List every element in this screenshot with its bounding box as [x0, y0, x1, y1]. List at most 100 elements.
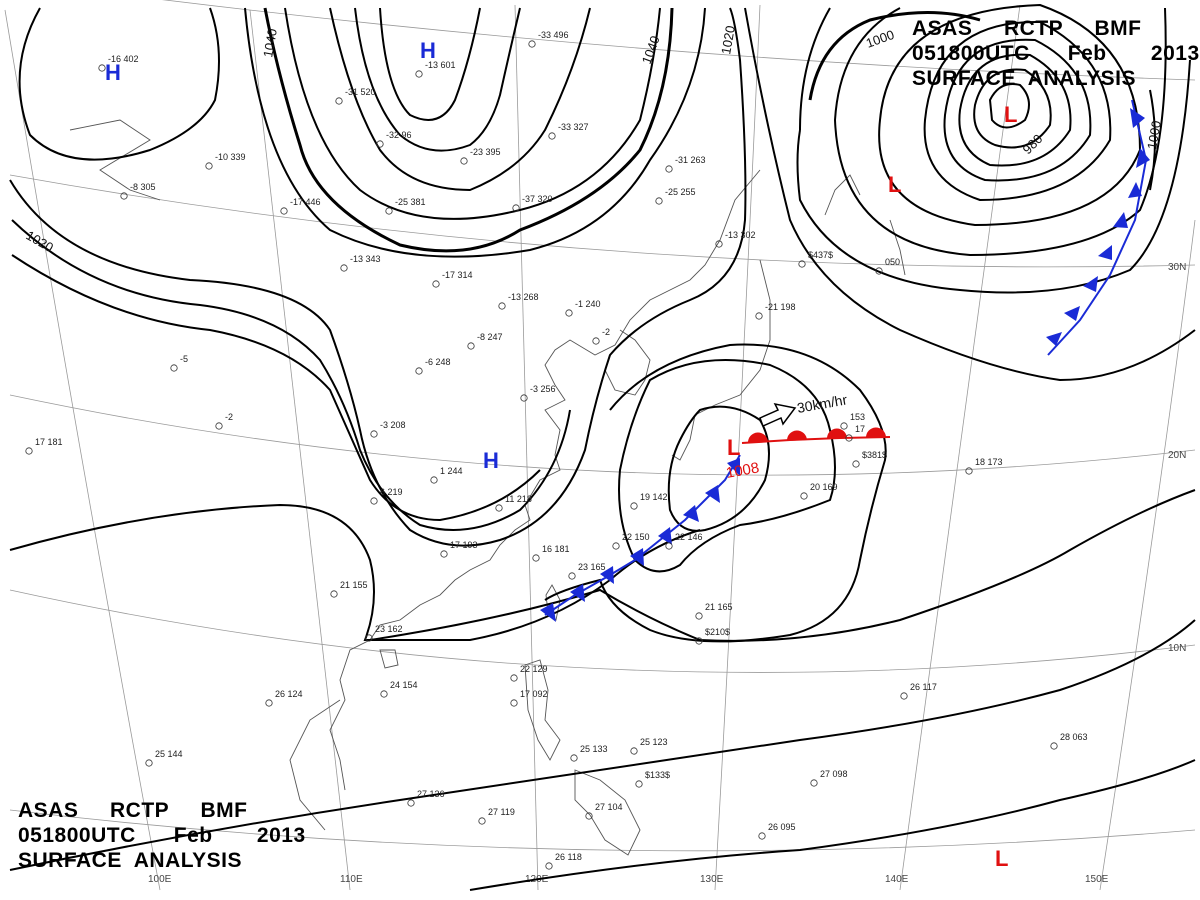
station-obs-label: 25 123	[640, 737, 668, 747]
station-circle-icon	[98, 64, 106, 72]
station-obs-label: $133$	[645, 770, 670, 780]
isobar-low-ring-1	[988, 83, 1030, 129]
isobar-1020-inner	[11, 219, 571, 531]
title-line-2: 051800UTC Feb 2013	[18, 824, 306, 847]
station-circle-icon	[145, 759, 153, 767]
low-symbol-japan: L	[727, 435, 740, 460]
station-obs-label: 17 193	[450, 540, 478, 550]
station-circle-icon	[570, 754, 578, 762]
station-circle-icon	[430, 476, 438, 484]
station-obs-label: 17 181	[35, 437, 63, 447]
coastline-japan	[671, 259, 771, 461]
isobar-south-1012	[469, 759, 1196, 891]
station-obs-label: 28 063	[1060, 732, 1088, 742]
lat-line-0	[9, 809, 1196, 852]
station-circle-icon	[376, 140, 384, 148]
isobars	[9, 3, 1196, 891]
lat-line-10n	[9, 589, 1196, 673]
station-obs-label: 153	[850, 412, 865, 422]
station-circle-icon	[415, 367, 423, 375]
station-obs-label: -33 327	[558, 122, 589, 132]
station-obs-label: -32 96	[386, 130, 412, 140]
station-circle-icon	[335, 97, 343, 105]
station-circle-icon	[510, 674, 518, 682]
lat-line-40n	[162, 0, 1196, 81]
station-obs-label: 25 144	[155, 749, 183, 759]
station-circle-icon	[205, 162, 213, 170]
station-obs-label: -37 320	[522, 194, 553, 204]
station-obs-label: -25 381	[395, 197, 426, 207]
station-obs-label: 26 118	[555, 852, 582, 862]
station-circle-icon	[630, 747, 638, 755]
station-circle-icon	[460, 157, 468, 165]
station-obs-label: -6 248	[425, 357, 451, 367]
station-obs-label: 22 129	[520, 664, 548, 674]
station-obs-label: $437$	[808, 250, 833, 260]
lon-label-100e: 100E	[148, 874, 172, 885]
lon-line-110e	[249, 9, 351, 891]
isobar-west-b	[354, 7, 521, 152]
front-triangle	[540, 603, 556, 622]
isobar-1020-inner-b	[11, 254, 541, 522]
station-obs-label: 24 154	[390, 680, 418, 690]
station-obs-label: 21 155	[340, 580, 368, 590]
front-triangle	[683, 505, 699, 522]
station-circle-icon	[380, 690, 388, 698]
station-circle-icon	[370, 497, 378, 505]
cold-front-south-line	[544, 454, 741, 616]
station-obs-label: -33 496	[538, 30, 569, 40]
station-circle-icon	[755, 312, 763, 320]
station-obs-label: 26 095	[768, 822, 796, 832]
station-circle-icon	[1050, 742, 1058, 750]
station-circle-icon	[715, 240, 723, 248]
low-symbol-south: L	[995, 846, 1008, 871]
station-obs-label: -3 256	[530, 384, 556, 394]
lat-label-30n: 30N	[1168, 262, 1186, 273]
station-obs-label: 16 181	[542, 544, 570, 554]
front-triangle	[658, 527, 672, 545]
front-triangle	[1098, 245, 1112, 260]
station-circle-icon	[635, 780, 643, 788]
station-circle-icon	[385, 207, 393, 215]
station-circle-icon	[478, 817, 486, 825]
high-symbol-mongolia: H	[105, 60, 121, 85]
coastline-mongolia-border	[69, 119, 161, 201]
front-triangle	[1064, 306, 1080, 321]
front-triangle	[1113, 212, 1128, 228]
station-obs-label: 22 150	[622, 532, 650, 542]
station-circle-icon	[845, 434, 853, 442]
low-symbol-pacific-north: L	[1004, 102, 1017, 127]
station-obs-label: -31 263	[675, 155, 706, 165]
station-circle-icon	[800, 492, 808, 500]
station-circle-icon	[440, 550, 448, 558]
station-obs-label: -13 343	[350, 254, 381, 264]
front-triangle	[630, 548, 644, 566]
front-triangle	[570, 584, 585, 602]
front-triangle	[705, 485, 720, 503]
front-triangle	[1083, 276, 1098, 292]
high-symbol-siberia: H	[420, 38, 436, 63]
station-circle-icon	[330, 590, 338, 598]
station-circle-icon	[852, 460, 860, 468]
station-obs-label: -2	[225, 412, 233, 422]
station-circle-icon	[810, 779, 818, 787]
warm-front	[741, 427, 891, 444]
station-circle-icon	[900, 692, 908, 700]
station-circle-icon	[532, 554, 540, 562]
station-obs-label: 27 119	[488, 807, 515, 817]
isobar-1020-northeast	[744, 7, 1196, 382]
station-obs-label: -3 208	[380, 420, 406, 430]
coastline-luzon	[524, 659, 561, 761]
isobar-low-ring-7	[834, 7, 1167, 257]
station-circle-icon	[565, 309, 573, 317]
station-obs-label: 27 136	[417, 789, 445, 799]
title-line-3: SURFACE ANALYSIS	[912, 67, 1136, 90]
isobar-low-ring-2	[973, 68, 1052, 149]
cold-front-east-line	[1047, 99, 1148, 356]
coastline-vietnam	[289, 699, 341, 831]
station-obs-label: 21 165	[705, 602, 733, 612]
station-circle-icon	[510, 699, 518, 707]
lon-label-150e: 150E	[1085, 874, 1109, 885]
station-circle-icon	[495, 504, 503, 512]
lon-line-140e	[899, 4, 1021, 891]
